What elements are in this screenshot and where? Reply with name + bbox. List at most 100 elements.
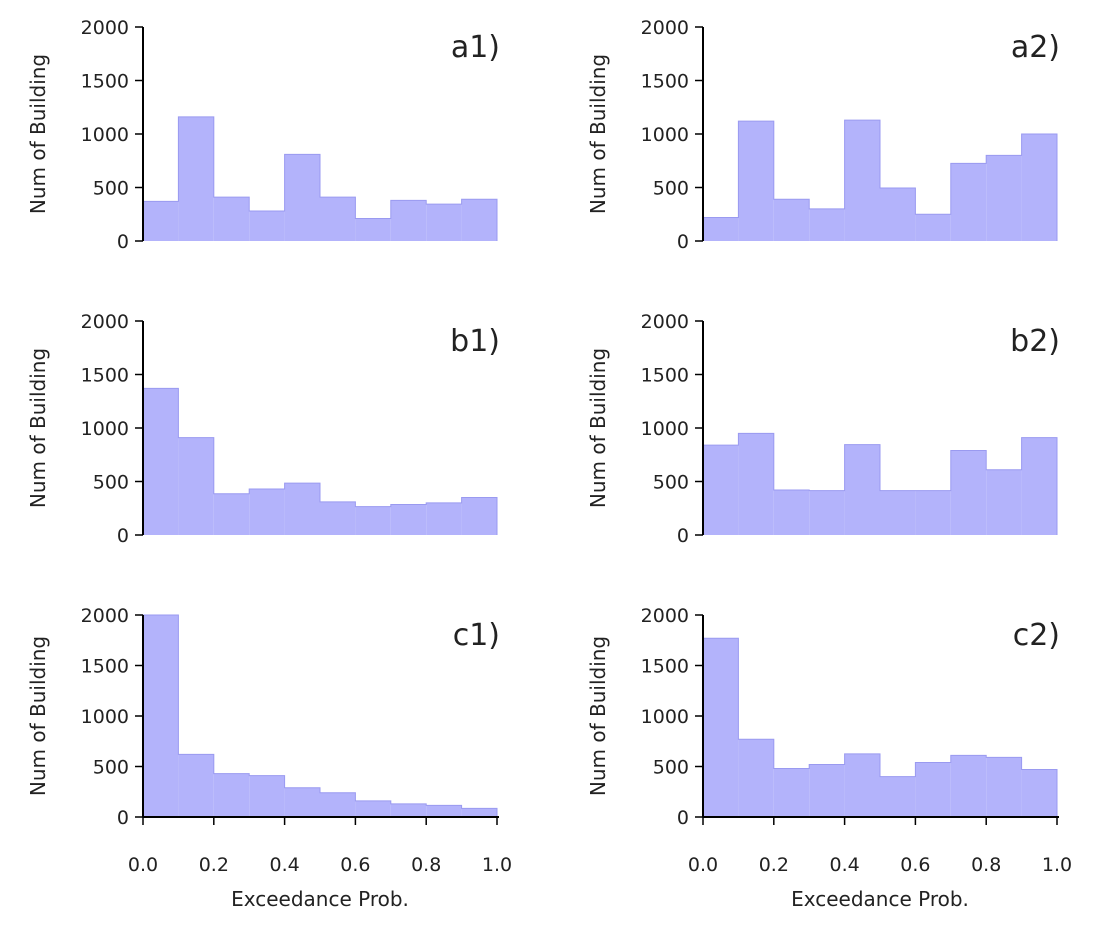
- y-axis-label: Num of Building: [586, 54, 610, 214]
- y-tick-label: 1000: [641, 418, 689, 440]
- histogram-bar: [844, 753, 880, 817]
- x-tick-label: 1.0: [1042, 854, 1072, 876]
- x-axis-label: Exceedance Prob.: [231, 887, 409, 911]
- histogram-bar: [880, 776, 916, 817]
- histogram-bar: [320, 197, 356, 241]
- histogram-bar: [461, 497, 497, 535]
- histogram-bar: [249, 211, 285, 241]
- histogram-bar: [809, 208, 845, 241]
- y-tick-label: 1500: [81, 656, 129, 678]
- y-tick-label: 1000: [641, 124, 689, 146]
- y-tick-label: 2000: [81, 311, 129, 333]
- panel-tag: b1): [450, 324, 500, 359]
- histogram-outline: [702, 432, 1058, 535]
- panel-tag: b2): [1010, 324, 1060, 359]
- y-tick-label: 500: [93, 472, 129, 494]
- histogram-bar: [178, 437, 214, 535]
- y-axis-label: Num of Building: [586, 348, 610, 508]
- histogram-bar: [390, 504, 427, 535]
- y-tick-label: 1000: [81, 124, 129, 146]
- histogram-bar: [143, 388, 179, 535]
- y-axis-label: Num of Building: [26, 348, 50, 508]
- histogram-bar: [950, 755, 987, 817]
- y-tick-label: 0: [677, 525, 689, 547]
- y-tick-label: 500: [93, 757, 129, 779]
- histogram-bar: [426, 805, 462, 817]
- histogram-bar: [738, 739, 774, 817]
- y-axis-label: Num of Building: [586, 636, 610, 796]
- panel-b1: 0 500 1000 1500 2000 Num of Building b1): [26, 311, 500, 547]
- x-tick-label: 0.6: [340, 854, 370, 876]
- x-tick-label: 0.0: [688, 854, 718, 876]
- histogram-bar: [773, 768, 810, 817]
- histogram-bar: [178, 754, 214, 817]
- y-tick-label: 1000: [81, 418, 129, 440]
- histogram-outline: [142, 614, 498, 817]
- histogram-bar: [213, 197, 250, 241]
- histogram-bar: [284, 483, 320, 535]
- histogram-bar: [143, 615, 179, 817]
- histogram-outline: [702, 637, 1058, 817]
- histogram-bar: [284, 787, 320, 817]
- panel-a1: 0 500 1000 1500 2000 Num of Building a1): [26, 17, 500, 253]
- histogram-bar: [703, 638, 739, 817]
- histogram-bar: [915, 214, 951, 241]
- y-tick-label: 0: [677, 231, 689, 253]
- y-tick-label: 500: [653, 178, 689, 200]
- y-tick-label: 500: [93, 178, 129, 200]
- y-tick-label: 2000: [641, 311, 689, 333]
- histogram-bar: [915, 762, 951, 817]
- histogram-bar: [844, 120, 880, 241]
- y-tick-label: 1500: [81, 71, 129, 93]
- histogram-bar: [809, 764, 845, 817]
- x-axis-label: Exceedance Prob.: [791, 887, 969, 911]
- histogram-bar: [738, 433, 774, 535]
- y-tick-label: 2000: [81, 17, 129, 39]
- x-tick-label: 0.8: [411, 854, 441, 876]
- histogram-bar: [880, 490, 916, 535]
- histogram-bar: [426, 502, 462, 535]
- y-tick-label: 0: [117, 525, 129, 547]
- panel-c2: 0 500 1000 1500 2000 0.0 0.2 0.4 0.6 0.8 1.0 Num of…: [586, 605, 1072, 911]
- x-tick-label: 0.4: [269, 854, 299, 876]
- histogram-bar: [986, 155, 1022, 241]
- histogram-bar: [355, 218, 391, 241]
- histogram-bar: [915, 490, 951, 535]
- y-tick-label: 500: [653, 757, 689, 779]
- y-tick-label: 0: [117, 231, 129, 253]
- x-tick-label: 0.4: [829, 854, 859, 876]
- histogram-bar: [880, 188, 916, 241]
- x-tick-label: 0.0: [128, 854, 158, 876]
- histogram-bar: [773, 199, 810, 241]
- histogram-bar: [213, 493, 250, 535]
- y-tick-label: 0: [677, 807, 689, 829]
- y-tick-label: 1500: [641, 71, 689, 93]
- y-tick-label: 1000: [81, 706, 129, 728]
- histogram-bar: [461, 199, 497, 241]
- y-tick-label: 1500: [81, 365, 129, 387]
- histogram-bar: [773, 490, 810, 535]
- histogram-bar: [1021, 769, 1057, 817]
- panel-tag: a2): [1011, 30, 1060, 65]
- y-tick-label: 1000: [641, 706, 689, 728]
- histogram-bar: [950, 163, 987, 241]
- y-tick-label: 1500: [641, 365, 689, 387]
- histogram-bar: [844, 444, 880, 535]
- histogram-bar: [390, 200, 427, 241]
- histogram-bar: [1021, 134, 1057, 241]
- histogram-bar: [950, 450, 987, 535]
- panel-a2: 0 500 1000 1500 2000 Num of Building a2): [586, 17, 1060, 253]
- histogram-bar: [809, 490, 845, 535]
- x-tick-label: 1.0: [482, 854, 512, 876]
- histogram-bar: [178, 116, 214, 241]
- x-tick-label: 0.8: [971, 854, 1001, 876]
- histogram-bar: [1021, 437, 1057, 535]
- panel-tag: c2): [1013, 618, 1060, 653]
- histogram-bar: [143, 201, 179, 241]
- histogram-bar: [703, 445, 739, 535]
- histogram-bar: [249, 775, 285, 817]
- histogram-bar: [249, 488, 285, 535]
- y-tick-label: 1500: [641, 656, 689, 678]
- panel-b2: 0 500 1000 1500 2000 Num of Building b2): [586, 311, 1060, 547]
